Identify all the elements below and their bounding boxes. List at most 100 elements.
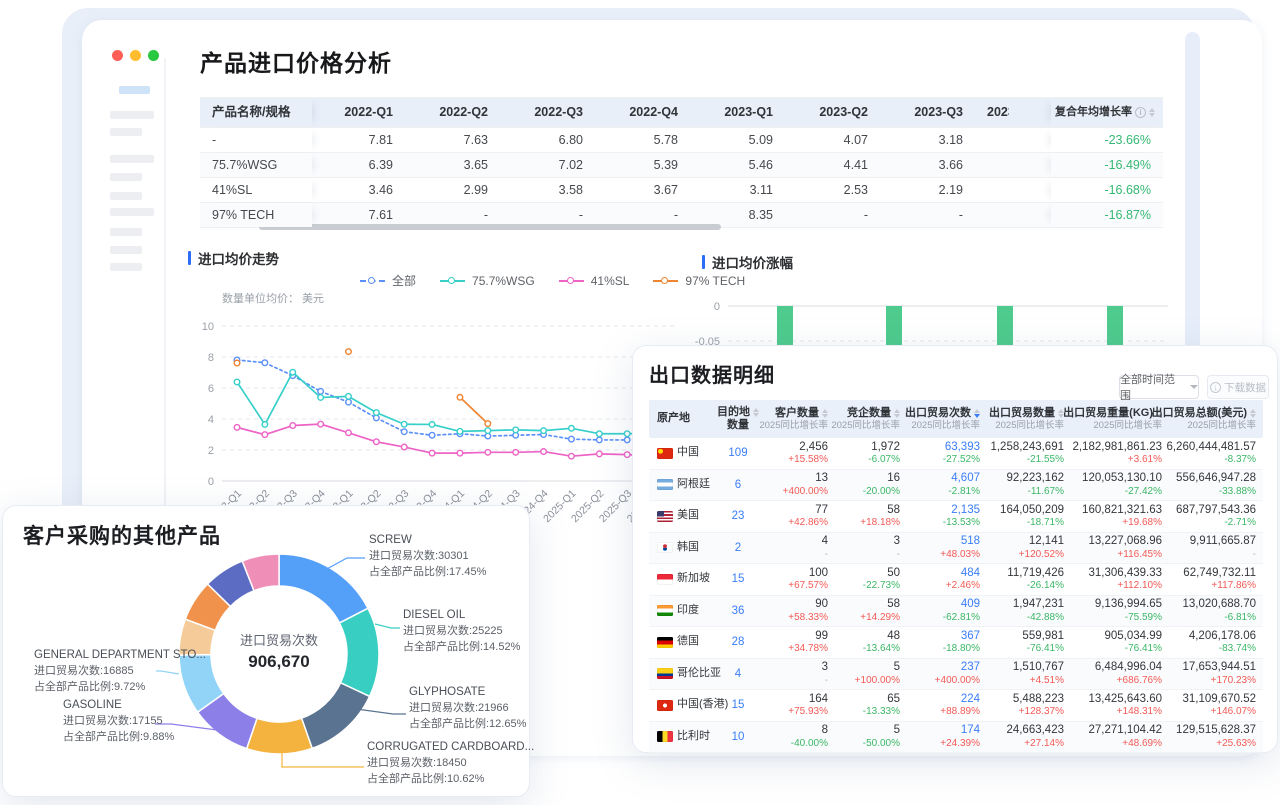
sidebar-divider <box>164 58 166 742</box>
price-table-header: 产品名称/规格 2022-Q1 2022-Q2 2022-Q3 2022-Q4 2023-… <box>200 98 1163 128</box>
export-table-row[interactable]: 韩国 2 4- 3- 518 +48.03% 12,141 +120.52% 13,227,06… <box>649 532 1263 564</box>
metric-cell: 687,797,543.36 -2.71% <box>1176 503 1256 529</box>
price-value-cell <box>977 153 1051 177</box>
dest-count-cell[interactable]: 4 <box>734 667 742 680</box>
legend-item[interactable]: 97% TECH <box>653 274 745 288</box>
line-chart-section-title: 进口均价走势 <box>188 248 279 268</box>
export-table-row[interactable]: 哥伦比亚 4 3- 5 +100.00% 237 +400.00% 1,510,767 +4.5… <box>649 658 1263 690</box>
maximize-button[interactable] <box>148 50 159 61</box>
legend-item[interactable]: 41%SL <box>558 274 629 288</box>
price-value-cell: 8.35 <box>692 203 787 227</box>
dest-count-cell[interactable]: 10 <box>731 730 745 743</box>
dest-count-cell[interactable]: 23 <box>731 510 745 523</box>
download-data-button[interactable]: ↓ 下载数据 <box>1207 375 1269 399</box>
export-table-row[interactable]: 德国 28 99 +34.78% 48 -13.64% 367 -18.80% 559,981-… <box>649 627 1263 659</box>
metric-cell: 5,488,223 +128.37% <box>1012 692 1064 718</box>
price-table-row[interactable]: 97% TECH 7.61- - -8.35- - -16.87% <box>200 203 1163 228</box>
y-axis-tick: 0 <box>208 476 214 488</box>
origin-cell: 韩国 <box>649 533 713 564</box>
donut-slice-corrugated-cardboard[interactable] <box>245 717 314 755</box>
price-table-row[interactable]: -7.81 7.63 6.80 5.78 5.09 4.07 3.18 -23.66% <box>200 128 1163 153</box>
donut-slice-glyphosate[interactable] <box>300 681 371 750</box>
price-value-cell: 6.39 <box>312 153 407 177</box>
dest-count-cell[interactable]: 109 <box>728 447 748 460</box>
minimize-button[interactable] <box>130 50 141 61</box>
series-segment <box>375 411 406 426</box>
export-table-row[interactable]: 中国(香港) 15 164 +75.93% 65 -13.33% 224 +88.89% 5,4… <box>649 690 1263 722</box>
data-point <box>595 436 603 444</box>
export-table-row[interactable]: 新加坡 15 100 +67.57% 50 -22.73% 484 +2.46% 11,719,… <box>649 564 1263 596</box>
metric-cell: 1,972 -6.07% <box>868 440 900 466</box>
line-chart-unit-label: 数量单位均价： 美元 <box>222 293 325 305</box>
price-col-header-cagr[interactable]: 复合年均增长率 i <box>1051 98 1163 127</box>
series-segment <box>598 453 629 456</box>
dest-count-cell[interactable]: 36 <box>731 604 745 617</box>
donut-callout-diesel-oil: DIESEL OIL 进口贸易次数:25225 占全部产品比例:14.52% <box>403 607 520 655</box>
price-table-row[interactable]: 41%SL 3.46 2.99 3.58 3.67 3.11 2.53 2.19 -16.68% <box>200 178 1163 203</box>
price-value-cell: 2.53 <box>787 178 882 202</box>
export-col-metric[interactable]: 出口贸易重量(KG) 2025同比增长率 <box>1063 406 1162 431</box>
price-table-scrollbar-thumb[interactable] <box>259 224 721 230</box>
flag-icon-sg <box>657 573 673 585</box>
export-col-dest[interactable]: 目的地 数量 <box>713 400 763 438</box>
y-axis-tick: -0.05 <box>695 336 720 345</box>
sidebar-item-active[interactable] <box>119 86 150 94</box>
donut-center-title: 进口贸易次数 <box>239 633 318 648</box>
export-table-row[interactable]: 阿根廷 6 13 +400.00% 16 -20.00% 4,607 -2.81% 92,223… <box>649 469 1263 501</box>
series-segment <box>459 451 489 454</box>
price-value-cell <box>977 203 1051 227</box>
dest-count-cell[interactable]: 15 <box>731 573 745 586</box>
dest-count-cell[interactable]: 2 <box>734 541 742 554</box>
sidebar-item-skeleton <box>110 192 142 200</box>
export-col-metric[interactable]: 竞企数量 2025同比增长率 <box>831 406 900 431</box>
export-table-row[interactable]: 中国 109 2,456 +15.58% 1,972 -6.07% 63,393 -27.52… <box>649 438 1263 470</box>
product-name-cell: 97% TECH <box>200 203 312 227</box>
dest-count-cell[interactable]: 6 <box>734 478 742 491</box>
series-segment <box>291 371 322 399</box>
callout-name: GASOLINE <box>63 699 122 711</box>
legend-item[interactable]: 全部 <box>360 272 416 289</box>
bar-chart: 0 -0.05 <box>695 301 1168 345</box>
dest-count-cell[interactable]: 28 <box>731 636 745 649</box>
data-point <box>428 420 436 428</box>
price-table-row[interactable]: 75.7%WSG 6.39 3.65 7.02 5.39 5.46 4.41 3.66 -16.… <box>200 153 1163 178</box>
series-segment <box>486 429 517 432</box>
series-segment <box>264 361 294 377</box>
series-segment <box>542 427 573 432</box>
data-point <box>344 429 352 437</box>
metric-cell: 6,484,996.04 +686.76% <box>1094 661 1162 686</box>
export-col-metric[interactable]: 客户数量 2025同比增长率 <box>759 406 828 431</box>
metric-cell: 92,223,162 -11.67% <box>1006 472 1064 497</box>
export-table-row[interactable]: 比利时 10 8 -40.00% 5 -50.00% 174 +24.39% 24,663,42… <box>649 721 1263 753</box>
legend-marker <box>653 276 679 284</box>
time-range-select[interactable]: 全部时间范围 <box>1119 374 1199 402</box>
donut-slice-screw[interactable] <box>278 553 369 624</box>
export-col-metric[interactable]: 出口贸易数量 2025同比增长率 <box>989 406 1064 431</box>
data-point <box>512 426 520 434</box>
price-value-cell: 5.78 <box>597 128 692 152</box>
callout-name: GENERAL DEPARTMENT STO... <box>34 649 206 661</box>
legend-item[interactable]: 75.7%WSG <box>440 274 535 288</box>
sidebar-item-skeleton <box>110 155 154 163</box>
metric-cell: 2,135 -13.53% <box>942 503 980 529</box>
export-col-sorted[interactable]: 出口贸易次数 2025同比增长率 <box>905 406 980 431</box>
export-table-row[interactable]: 印度 36 90 +58.33% 58 +14.29% 409 -62.81% 1,947,23… <box>649 595 1263 627</box>
export-table-row[interactable]: 美国 23 77 +42.86% 58 +18.18% 2,135 -13.53% 164,05… <box>649 501 1263 533</box>
export-col-metric[interactable]: 出口贸易总额(美元) 2025同比增长率 <box>1151 406 1256 431</box>
metric-cell: 409 -62.81% <box>942 598 980 623</box>
time-range-value: 全部时间范围 <box>1120 374 1175 402</box>
donut-slice-other[interactable] <box>241 553 280 592</box>
info-icon: i <box>1135 107 1146 118</box>
bar-chart-title: 进口均价涨幅 <box>712 256 793 271</box>
price-value-cell: - <box>597 203 692 227</box>
series-segment <box>291 423 322 427</box>
donut-center-label: 进口贸易次数 906,670 <box>199 630 359 672</box>
sort-icon[interactable] <box>1149 108 1155 117</box>
dest-count-cell[interactable]: 15 <box>731 699 745 712</box>
series-segment <box>264 424 294 436</box>
export-table: 原产地 目的地 数量 客户数量 2025同比增长率 竞企数量 2025同比增长率 出口贸易次数… <box>649 400 1263 753</box>
line-chart: 10864202022-Q12022-Q22022-Q32022-Q42023-… <box>202 321 678 525</box>
sidebar-item-skeleton <box>110 208 154 216</box>
close-button[interactable] <box>112 50 123 61</box>
callout-share: 占全部产品比例:10.62% <box>367 773 485 785</box>
